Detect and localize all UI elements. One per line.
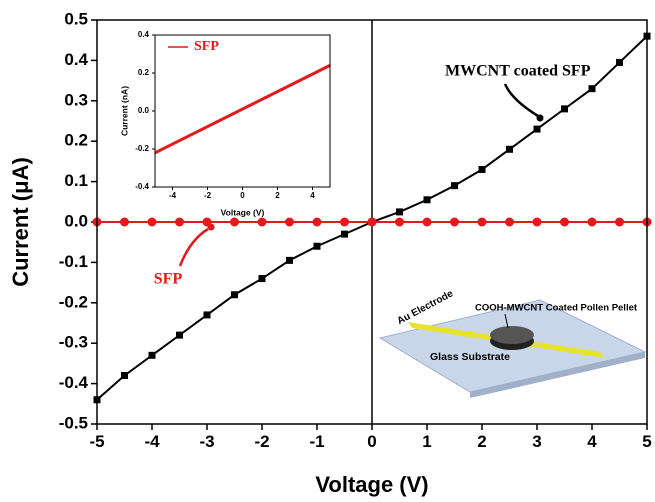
x-tick-label: -2 bbox=[204, 191, 212, 200]
marker bbox=[231, 291, 238, 299]
x-tick-label: -4 bbox=[169, 191, 177, 200]
y-axis-label: Current (nA) bbox=[119, 86, 129, 136]
chart: -0.5 -0.4 -0.3 -0.2 -0.1 0.0 0.1 0.2 0.3 0.4 0.5 -5… bbox=[8, 9, 652, 496]
marker bbox=[120, 217, 129, 227]
schematic-label: COOH-MWCNT Coated Pollen Pellet bbox=[475, 303, 638, 314]
marker bbox=[176, 331, 183, 339]
marker bbox=[230, 217, 239, 227]
marker bbox=[451, 182, 458, 190]
schematic-label: Au Electrode bbox=[395, 288, 455, 327]
x-tick-label: -5 bbox=[89, 432, 104, 451]
y-tick-label: -0.3 bbox=[59, 333, 88, 352]
y-tick-label: 0.4 bbox=[64, 50, 88, 69]
marker bbox=[532, 217, 542, 227]
marker bbox=[423, 196, 431, 204]
marker bbox=[257, 217, 267, 227]
marker bbox=[616, 58, 623, 66]
y-tick-label: 0.1 bbox=[64, 171, 88, 190]
y-axis-label: Current (μA) bbox=[8, 157, 33, 287]
marker bbox=[341, 230, 348, 238]
marker bbox=[340, 217, 349, 227]
y-tick-label: 0.0 bbox=[64, 211, 88, 230]
marker bbox=[312, 217, 322, 227]
annotation-arrow bbox=[178, 227, 209, 267]
y-tick-label: -0.2 bbox=[135, 144, 149, 153]
marker bbox=[615, 217, 624, 227]
marker bbox=[587, 217, 597, 227]
x-tick-label: -3 bbox=[199, 432, 214, 451]
marker bbox=[396, 208, 403, 216]
arrow-head bbox=[207, 223, 215, 231]
marker bbox=[285, 217, 294, 227]
marker bbox=[450, 217, 459, 227]
marker bbox=[286, 256, 293, 264]
y-tick-label: 0.5 bbox=[64, 9, 88, 28]
x-tick-label: 3 bbox=[532, 432, 541, 451]
marker bbox=[533, 125, 541, 133]
marker bbox=[121, 372, 128, 380]
series-line bbox=[154, 64, 331, 155]
y-tick-label: -0.4 bbox=[135, 182, 149, 191]
x-tick-label: 5 bbox=[642, 432, 651, 451]
x-tick-label: -2 bbox=[254, 432, 269, 451]
x-tick-label: 2 bbox=[477, 432, 486, 451]
marker bbox=[505, 217, 514, 227]
marker bbox=[561, 105, 568, 113]
marker bbox=[422, 217, 432, 227]
y-tick-label: -0.5 bbox=[59, 413, 88, 432]
annotation: MWCNT coated SFP bbox=[445, 63, 591, 80]
pointer bbox=[504, 313, 509, 329]
glass-edge bbox=[470, 352, 645, 398]
y-tick-label: 0.4 bbox=[138, 30, 150, 39]
x-tick-label: 0 bbox=[240, 191, 245, 200]
marker bbox=[258, 275, 266, 283]
x-tick-label: 2 bbox=[275, 191, 280, 200]
y-tick-label: -0.1 bbox=[59, 252, 88, 271]
x-tick-label: 4 bbox=[587, 432, 597, 451]
x-tick-label: -4 bbox=[144, 432, 160, 451]
marker bbox=[477, 217, 487, 227]
chart: -0.4 -0.2 0.0 0.2 0.4 -4 -2 0 2 4 Voltage (V) Curre… bbox=[115, 29, 338, 217]
marker bbox=[203, 311, 211, 319]
schematic-label: Glass Substrate bbox=[430, 351, 510, 363]
x-tick-label: 4 bbox=[310, 191, 315, 200]
plot-frame bbox=[154, 34, 331, 188]
marker bbox=[560, 217, 569, 227]
x-axis-label: Voltage (V) bbox=[221, 207, 265, 217]
y-tick-label: 0.0 bbox=[138, 106, 150, 115]
y-tick-label: -0.2 bbox=[59, 292, 88, 311]
schematic: Au Electrode COOH-MWCNT Coated Pollen Pe… bbox=[378, 288, 647, 398]
y-tick-label: 0.3 bbox=[64, 90, 88, 109]
marker bbox=[478, 165, 486, 173]
x-tick-label: 0 bbox=[367, 432, 376, 451]
marker bbox=[147, 217, 157, 227]
x-tick-label: 1 bbox=[422, 432, 431, 451]
arrow-head bbox=[536, 114, 544, 122]
x-axis-label: Voltage (V) bbox=[315, 472, 428, 497]
annotation: SFP bbox=[154, 271, 183, 288]
inset-background bbox=[115, 29, 338, 217]
annotation-arrow bbox=[503, 83, 539, 118]
pellet-top bbox=[490, 326, 534, 344]
x-tick-label: -1 bbox=[309, 432, 324, 451]
legend-label: SFP bbox=[194, 39, 219, 54]
plot-frame bbox=[96, 19, 648, 425]
y-tick-label: 0.2 bbox=[64, 131, 88, 150]
marker bbox=[175, 217, 184, 227]
marker bbox=[367, 217, 377, 227]
y-tick-label: -0.4 bbox=[59, 373, 89, 392]
y-tick-label: 0.2 bbox=[138, 68, 150, 77]
marker bbox=[588, 85, 596, 93]
marker bbox=[395, 217, 404, 227]
marker bbox=[506, 145, 513, 153]
marker bbox=[313, 242, 321, 250]
marker bbox=[148, 351, 156, 359]
